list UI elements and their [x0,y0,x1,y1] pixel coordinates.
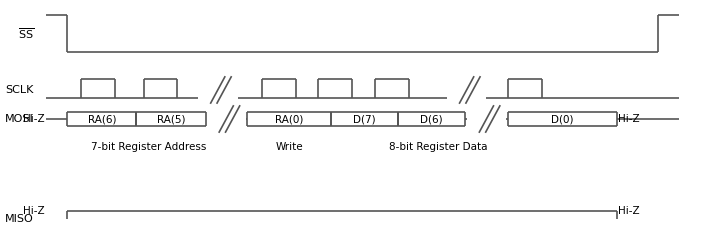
Text: Hi-Z: Hi-Z [23,206,45,216]
Text: SCLK: SCLK [6,85,34,95]
Text: Hi-Z: Hi-Z [618,206,640,216]
Text: $\overline{\mathrm{SS}}$: $\overline{\mathrm{SS}}$ [18,26,34,41]
Text: D(6): D(6) [420,114,443,124]
Text: Write: Write [275,142,303,152]
Text: MOSI: MOSI [5,114,34,124]
Text: MISO: MISO [5,214,34,224]
Text: RA(5): RA(5) [157,114,185,124]
Text: RA(0): RA(0) [275,114,303,124]
Text: Hi-Z: Hi-Z [618,114,640,124]
Text: 8-bit Register Data: 8-bit Register Data [389,142,488,152]
Text: RA(6): RA(6) [88,114,116,124]
Text: D(0): D(0) [551,114,573,124]
Text: D(7): D(7) [353,114,376,124]
Text: Hi-Z: Hi-Z [23,114,45,124]
Text: 7-bit Register Address: 7-bit Register Address [90,142,206,152]
